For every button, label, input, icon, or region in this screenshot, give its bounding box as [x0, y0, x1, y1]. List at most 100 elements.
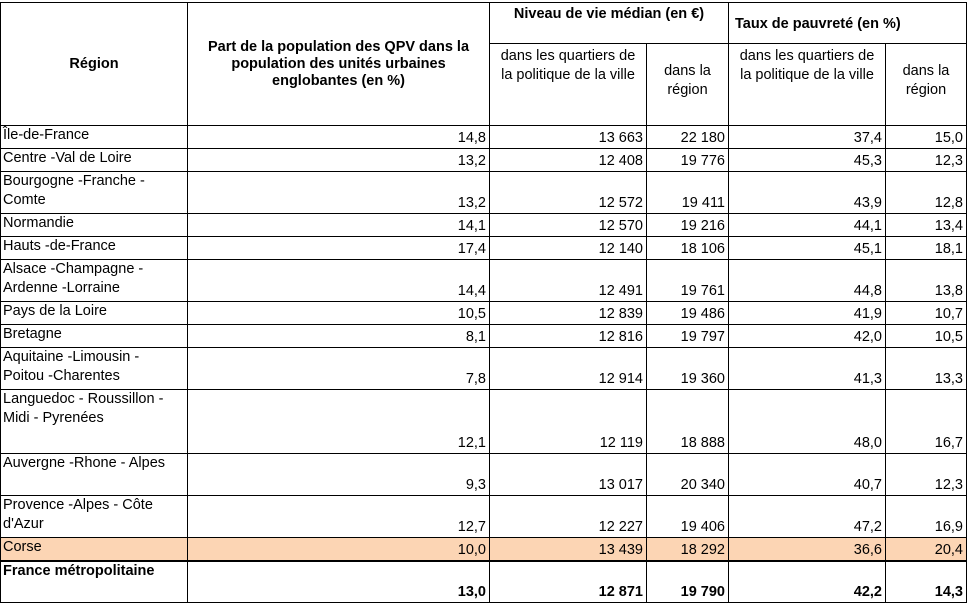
table-row: France métropolitaine 13,0 12 871 19 790 42,… [0, 559, 967, 603]
subheader-nv-qpv: dans les quartiers de la politique de la… [489, 43, 647, 126]
region-cell: Bretagne [0, 324, 188, 348]
region-cell: Bourgogne -Franche - Comte [0, 171, 188, 214]
part-cell: 10,5 [187, 301, 490, 325]
tp-region-cell: 13,8 [885, 259, 967, 302]
header-part-population: Part de la population des QPV dans la po… [187, 2, 490, 126]
region-cell: Auvergne -Rhone - Alpes [0, 453, 188, 496]
region-cell: Normandie [0, 213, 188, 237]
table-row: Bretagne 8,1 12 816 19 797 42,0 10,5 [0, 324, 967, 348]
header-taux-pauvrete: Taux de pauvreté (en %) [728, 2, 967, 44]
tp-region-cell: 16,9 [885, 495, 967, 538]
nv-region-cell: 19 216 [646, 213, 729, 237]
tp-region-cell: 18,1 [885, 236, 967, 260]
tp-region-cell: 13,4 [885, 213, 967, 237]
part-cell: 14,1 [187, 213, 490, 237]
table-row: Bourgogne -Franche - Comte 13,2 12 572 19 4… [0, 171, 967, 214]
nv-qpv-cell: 12 914 [489, 347, 647, 390]
tp-qpv-cell: 42,0 [728, 324, 886, 348]
table-row: Corse 10,0 13 439 18 292 36,6 20,4 [0, 537, 967, 561]
nv-qpv-cell: 12 570 [489, 213, 647, 237]
nv-region-cell: 20 340 [646, 453, 729, 496]
part-cell: 7,8 [187, 347, 490, 390]
table-row: Normandie 14,1 12 570 19 216 44,1 13,4 [0, 213, 967, 237]
tp-region-cell: 12,3 [885, 148, 967, 172]
subheader-tp-qpv: dans les quartiers de la politique de la… [728, 43, 886, 126]
tp-region-cell: 12,8 [885, 171, 967, 214]
nv-qpv-cell: 13 439 [489, 537, 647, 561]
nv-region-cell: 19 776 [646, 148, 729, 172]
table-body: Île-de-France 14,8 13 663 22 180 37,4 15,0 Cen… [0, 125, 967, 603]
part-cell: 13,0 [187, 559, 490, 603]
table-row: Centre -Val de Loire 13,2 12 408 19 776 45,3… [0, 148, 967, 172]
part-cell: 12,1 [187, 389, 490, 454]
tp-region-cell: 14,3 [885, 559, 967, 603]
nv-region-cell: 18 106 [646, 236, 729, 260]
region-cell: Alsace -Champagne - Ardenne -Lorraine [0, 259, 188, 302]
region-cell: Corse [0, 537, 188, 561]
nv-region-cell: 22 180 [646, 125, 729, 149]
nv-region-cell: 19 406 [646, 495, 729, 538]
tp-region-cell: 12,3 [885, 453, 967, 496]
tp-region-cell: 10,5 [885, 324, 967, 348]
tp-qpv-cell: 41,3 [728, 347, 886, 390]
nv-region-cell: 18 292 [646, 537, 729, 561]
nv-region-cell: 19 790 [646, 559, 729, 603]
table-row: Aquitaine -Limousin - Poitou -Charentes 7… [0, 347, 967, 390]
part-cell: 13,2 [187, 148, 490, 172]
table-row: Alsace -Champagne - Ardenne -Lorraine 14,… [0, 259, 967, 302]
nv-region-cell: 19 486 [646, 301, 729, 325]
part-cell: 13,2 [187, 171, 490, 214]
nv-qpv-cell: 12 572 [489, 171, 647, 214]
nv-qpv-cell: 12 227 [489, 495, 647, 538]
nv-qpv-cell: 12 140 [489, 236, 647, 260]
nv-qpv-cell: 12 119 [489, 389, 647, 454]
region-cell: France métropolitaine [0, 559, 188, 603]
part-cell: 9,3 [187, 453, 490, 496]
header-niveau-de-vie: Niveau de vie médian (en €) [489, 2, 729, 44]
tp-qpv-cell: 42,2 [728, 559, 886, 603]
tp-qpv-cell: 41,9 [728, 301, 886, 325]
table-row: Pays de la Loire 10,5 12 839 19 486 41,9 10,7 [0, 301, 967, 325]
table-row: Auvergne -Rhone - Alpes 9,3 13 017 20 340 40… [0, 453, 967, 496]
tp-region-cell: 10,7 [885, 301, 967, 325]
nv-region-cell: 19 360 [646, 347, 729, 390]
part-cell: 10,0 [187, 537, 490, 561]
nv-qpv-cell: 12 816 [489, 324, 647, 348]
subheader-nv-region: dans la région [646, 43, 729, 126]
table-row: Languedoc - Roussillon -Midi - Pyrenées 1… [0, 389, 967, 454]
region-cell: Aquitaine -Limousin - Poitou -Charentes [0, 347, 188, 390]
subheader-tp-region: dans la région [885, 43, 967, 126]
nv-qpv-cell: 12 408 [489, 148, 647, 172]
nv-qpv-cell: 13 663 [489, 125, 647, 149]
part-cell: 14,8 [187, 125, 490, 149]
part-cell: 14,4 [187, 259, 490, 302]
tp-region-cell: 20,4 [885, 537, 967, 561]
part-cell: 8,1 [187, 324, 490, 348]
tp-qpv-cell: 47,2 [728, 495, 886, 538]
header-region: Région [0, 2, 188, 126]
tp-qpv-cell: 45,1 [728, 236, 886, 260]
table-row: Île-de-France 14,8 13 663 22 180 37,4 15,0 [0, 125, 967, 149]
tp-region-cell: 15,0 [885, 125, 967, 149]
region-cell: Languedoc - Roussillon -Midi - Pyrenées [0, 389, 188, 454]
tp-region-cell: 16,7 [885, 389, 967, 454]
region-cell: Provence -Alpes - Côte d'Azur [0, 495, 188, 538]
part-cell: 12,7 [187, 495, 490, 538]
nv-region-cell: 19 761 [646, 259, 729, 302]
nv-qpv-cell: 12 491 [489, 259, 647, 302]
nv-region-cell: 19 797 [646, 324, 729, 348]
tp-qpv-cell: 44,1 [728, 213, 886, 237]
nv-region-cell: 18 888 [646, 389, 729, 454]
tp-qpv-cell: 44,8 [728, 259, 886, 302]
nv-region-cell: 19 411 [646, 171, 729, 214]
table-row: Provence -Alpes - Côte d'Azur 12,7 12 227 1… [0, 495, 967, 538]
tp-region-cell: 13,3 [885, 347, 967, 390]
region-cell: Centre -Val de Loire [0, 148, 188, 172]
table-row: Hauts -de-France 17,4 12 140 18 106 45,1 18,1 [0, 236, 967, 260]
tp-qpv-cell: 37,4 [728, 125, 886, 149]
part-cell: 17,4 [187, 236, 490, 260]
tp-qpv-cell: 36,6 [728, 537, 886, 561]
nv-qpv-cell: 12 839 [489, 301, 647, 325]
region-cell: Île-de-France [0, 125, 188, 149]
tp-qpv-cell: 43,9 [728, 171, 886, 214]
